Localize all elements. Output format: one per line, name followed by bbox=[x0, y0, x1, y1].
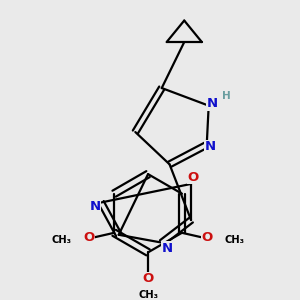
Text: CH₃: CH₃ bbox=[225, 235, 245, 245]
Text: CH₃: CH₃ bbox=[51, 235, 71, 245]
Text: N: N bbox=[162, 242, 173, 255]
Text: N: N bbox=[205, 140, 216, 153]
Text: O: O bbox=[142, 272, 154, 285]
Text: N: N bbox=[90, 200, 101, 213]
Text: O: O bbox=[188, 171, 199, 184]
Text: CH₃: CH₃ bbox=[138, 290, 158, 300]
Text: H: H bbox=[222, 91, 231, 101]
Text: O: O bbox=[202, 231, 213, 244]
Text: O: O bbox=[83, 231, 94, 244]
Text: N: N bbox=[207, 97, 218, 110]
